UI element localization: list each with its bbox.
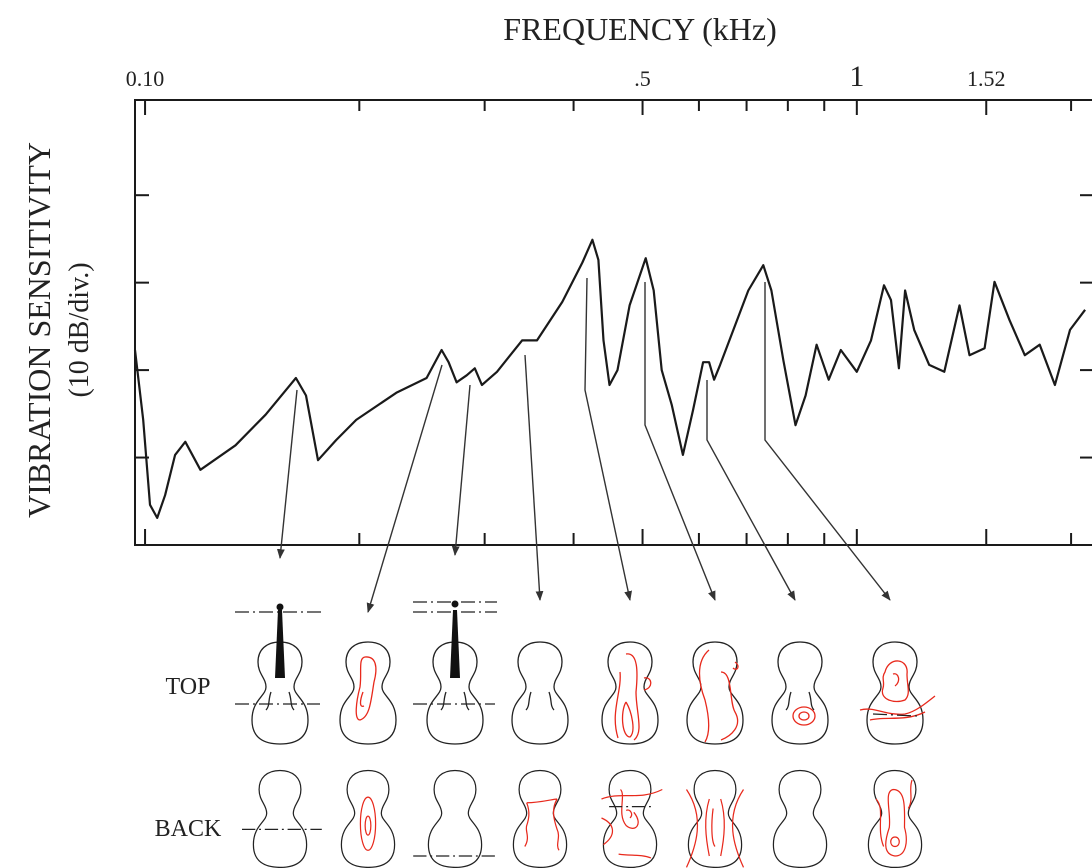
chart-title: FREQUENCY (kHz) xyxy=(503,11,776,47)
response-curve xyxy=(133,238,1086,519)
mode-arrows xyxy=(276,277,891,613)
row-label: BACK xyxy=(155,816,222,842)
mode-shapes-back xyxy=(241,769,923,868)
x-tick-label: 0.10 xyxy=(126,66,165,91)
x-tick-label: 1.52 xyxy=(967,66,1006,91)
x-tick-label: .5 xyxy=(634,66,651,91)
y-axis-label: (10 dB/div.) xyxy=(64,262,95,397)
y-axis-label: VIBRATION SENSITIVITY xyxy=(21,142,57,518)
x-tick-label: 1 xyxy=(849,60,864,93)
row-label: TOP xyxy=(166,674,211,700)
mode-shapes-top xyxy=(235,600,936,745)
plot-frame xyxy=(134,99,1092,546)
